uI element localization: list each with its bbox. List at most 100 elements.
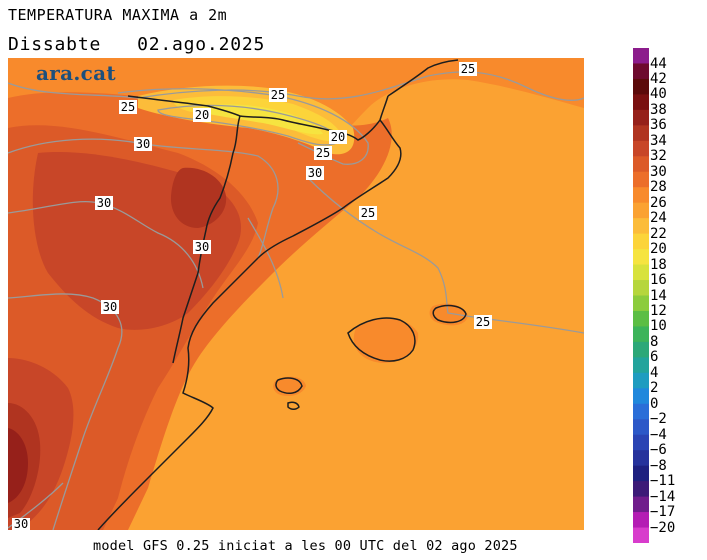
colorbar-swatch (633, 156, 649, 173)
contour-label: 30 (193, 240, 211, 254)
border-aragon-valencia (172, 272, 199, 364)
svg-text:20: 20 (331, 130, 345, 144)
coast-catalonia (257, 59, 459, 259)
svg-text:30: 30 (14, 517, 28, 530)
colorbar-swatch (633, 78, 649, 95)
svg-text:30: 30 (103, 300, 117, 314)
colorbar-swatch (633, 125, 649, 142)
colorbar-tick-label: 38 (650, 101, 667, 118)
contour-25-pyrenees (117, 88, 369, 165)
contour-30-inner (8, 138, 279, 259)
temperature-map-svg: 25 25 20 20 25 30 30 30 30 25 30 25 25 3… (8, 58, 584, 530)
forecast-day: Dissabte (8, 34, 102, 55)
contour-25-coast (307, 177, 584, 334)
contour-label: 25 (459, 62, 477, 76)
chart-title: TEMPERATURA MAXIMA a 2m (8, 6, 228, 24)
colorbar-tick-label: 28 (650, 179, 667, 196)
colorbar-tick-label: 4 (650, 364, 659, 381)
hotspot-southwest-core (8, 428, 28, 503)
contour-label: 25 (474, 315, 492, 329)
colorbar-swatch (633, 249, 649, 266)
svg-text:30: 30 (195, 240, 209, 254)
svg-text:20: 20 (195, 108, 209, 122)
colorbar-tick-label: −14 (650, 488, 676, 505)
svg-text:25: 25 (121, 100, 135, 114)
contour-label: 30 (95, 196, 113, 210)
svg-text:25: 25 (316, 146, 330, 160)
colorbar-tick-label: −8 (650, 457, 667, 474)
colorbar-tick-label: 22 (650, 225, 667, 242)
colorbar-swatch (633, 187, 649, 204)
svg-text:25: 25 (361, 206, 375, 220)
colorbar-tick-label: 16 (650, 272, 667, 288)
colorbar-tick-label: −11 (650, 473, 676, 490)
contour-label: 25 (359, 206, 377, 220)
colorbar-swatch (633, 94, 649, 111)
ibiza-coast (275, 377, 303, 395)
contour-label: 25 (314, 146, 332, 160)
colorbar-swatch (633, 496, 649, 513)
colorbar-swatch (633, 171, 649, 188)
colorbar-labels: 44 42 40 38 36 34 32 30 28 26 24 22 20 18 16 14 12 10 8 6 4 2… (650, 48, 707, 543)
colorbar-swatch (633, 372, 649, 389)
forecast-date-value: 02.ago.2025 (137, 34, 266, 55)
colorbar-swatch (633, 264, 649, 281)
colorbar-tick-label: 14 (650, 287, 667, 304)
colorbar-tick-label: 32 (650, 148, 667, 165)
colorbar-tick-label: 0 (650, 395, 659, 412)
colorbar-swatch (633, 357, 649, 374)
contour-label: 30 (12, 517, 30, 530)
colorbar-swatch (633, 481, 649, 498)
colorbar-swatch (633, 341, 649, 358)
colorbar-swatch (633, 326, 649, 343)
colorbar-tick-label: 2 (650, 380, 659, 397)
formentera-coast (287, 401, 300, 410)
colorbar-swatch (633, 109, 649, 126)
border-france-spain (127, 95, 389, 141)
contour-label: 20 (193, 108, 211, 122)
colorbar-swatch (633, 140, 649, 157)
contour-label: 30 (101, 300, 119, 314)
contour-20-pyrenees (157, 104, 344, 146)
temperature-map: 25 25 20 20 25 30 30 30 30 25 30 25 25 3… (8, 58, 584, 530)
pyrenees-cold-core (203, 104, 323, 135)
colorbar-tick-label: 8 (650, 333, 659, 350)
colorbar-swatch (633, 233, 649, 250)
contour-25-north (8, 71, 584, 101)
colorbar-swatch (633, 48, 649, 64)
colorbar-tick-label: 12 (650, 303, 667, 319)
colorbar-tick-label: 6 (650, 349, 659, 366)
contour-25-interior-coast (247, 217, 284, 299)
contour-label: 30 (134, 137, 152, 151)
contour-30-mid (8, 200, 204, 289)
colorbar-tick-label: 10 (650, 318, 667, 335)
colorbar-tick-label: 30 (650, 163, 667, 180)
contour-label: 20 (329, 130, 347, 144)
colorbar-tick-label: 24 (650, 210, 667, 227)
colorbar-swatch (633, 295, 649, 312)
contour-label: 30 (306, 166, 324, 180)
colorbar-tick-label: 20 (650, 241, 667, 258)
colorbar-tick-label: −4 (650, 426, 667, 443)
svg-text:25: 25 (461, 62, 475, 76)
colorbar (633, 48, 649, 543)
svg-text:30: 30 (308, 166, 322, 180)
hotspot-ebro (170, 167, 227, 228)
colorbar-swatch (633, 280, 649, 296)
forecast-date: Dissabte 02.ago.2025 (8, 34, 265, 55)
svg-text:30: 30 (97, 196, 111, 210)
colorbar-swatch (633, 434, 649, 451)
contour-label: 25 (119, 100, 137, 114)
mallorca-warm-patch (353, 318, 419, 363)
colorbar-swatch (633, 403, 649, 420)
menorca-coast (432, 304, 467, 324)
svg-text:25: 25 (476, 315, 490, 329)
colorbar-tick-label: 26 (650, 194, 667, 211)
colorbar-swatch (633, 512, 649, 529)
colorbar-swatch (633, 450, 649, 467)
colorbar-tick-label: 42 (650, 70, 667, 87)
contour-labels: 25 25 20 20 25 30 30 30 30 25 30 25 25 3… (12, 62, 492, 530)
svg-text:30: 30 (136, 137, 150, 151)
colorbar-tick-label: −2 (650, 411, 667, 428)
colorbar-swatch (633, 310, 649, 327)
